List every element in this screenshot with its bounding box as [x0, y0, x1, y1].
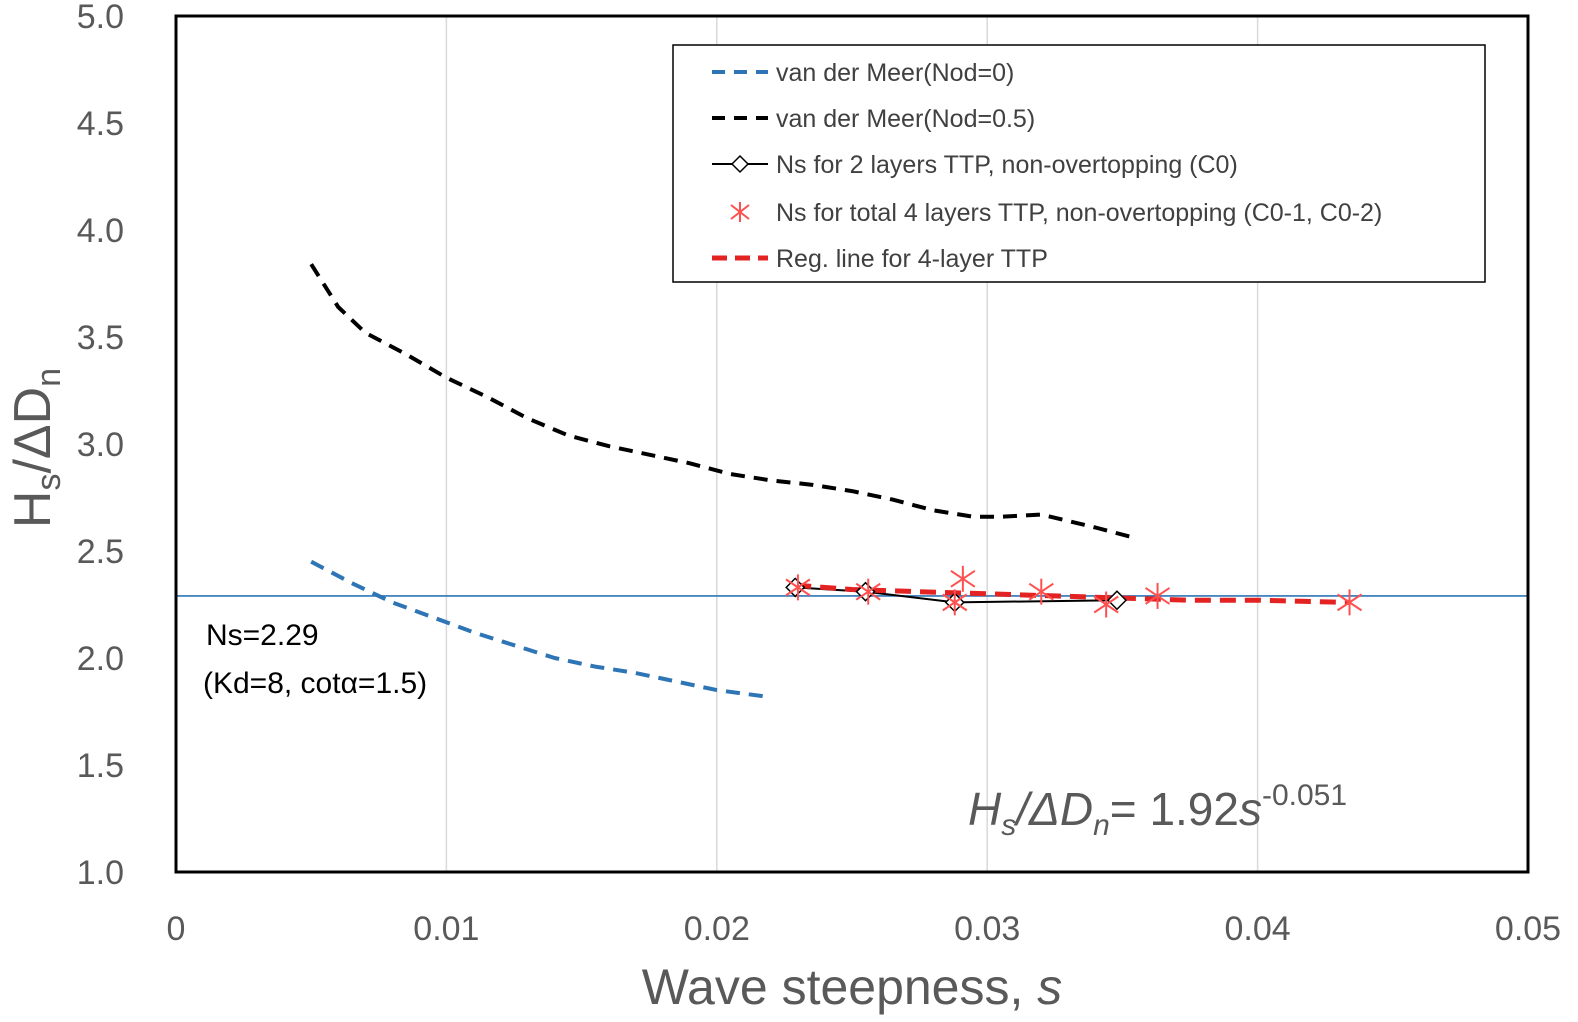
series-layer [309, 263, 1363, 699]
legend-box [672, 44, 1486, 283]
legend-label-4layer: Ns for total 4 layers TTP, non-overtoppi… [776, 199, 1382, 227]
x-axis-label-prefix: Wave steepness, [642, 959, 1038, 1015]
y-tick-label: 1.5 [77, 747, 124, 785]
y-axis-label-mid: /ΔD [4, 387, 62, 474]
y-tick-label: 5.0 [77, 0, 124, 36]
y-tick-label: 2.5 [77, 533, 124, 571]
series-van-der-meer-nod05 [309, 263, 1137, 541]
regression-equation: Hs/ΔDn= 1.92s-0.051 [968, 779, 1347, 842]
x-axis-label: Wave steepness, s [642, 959, 1063, 1015]
data-point-4-layer [1028, 578, 1054, 605]
data-point-2-layer [1106, 590, 1128, 611]
legend-label-2layer: Ns for 2 layers TTP, non-overtopping (C0… [776, 151, 1238, 179]
eq-var: s [1239, 783, 1262, 835]
y-axis-label-h: H [4, 491, 62, 529]
annotation-ns-value: Ns=2.29 [206, 619, 319, 652]
legend-label-reg-line: Reg. line for 4-layer TTP [776, 245, 1048, 273]
data-point-4-layer [785, 574, 811, 601]
annotation-kd-cot: (Kd=8, cotα=1.5) [203, 667, 427, 700]
x-axis-ticks: 0 0.01 0.02 0.03 0.04 0.05 [167, 910, 1562, 948]
eq-exp: -0.051 [1262, 779, 1347, 812]
y-axis-label-sub: s [30, 474, 68, 491]
x-tick-label: 0.01 [413, 910, 479, 948]
x-tick-label: 0.04 [1225, 910, 1291, 948]
y-tick-label: 1.0 [77, 854, 124, 892]
series-van-der-meer-nod0 [310, 559, 766, 699]
x-tick-label: 0 [167, 910, 186, 948]
y-axis-label: Hs/ΔDn [4, 368, 68, 528]
data-point-4-layer [942, 589, 968, 616]
eq-s-sub: s [1001, 809, 1016, 842]
eq-mid: /ΔD [1013, 783, 1093, 835]
y-tick-label: 4.0 [77, 212, 124, 250]
legend-marker-asterisk-icon [730, 202, 750, 222]
data-point-4-layer [855, 578, 881, 605]
y-tick-label: 4.5 [77, 105, 124, 143]
series-reg-line-4-layer [795, 582, 1350, 605]
plot-area-frame [174, 14, 1530, 874]
eq-n-sub: n [1093, 809, 1110, 842]
legend-label-vdm-nod0: van der Meer(Nod=0) [776, 59, 1014, 87]
y-tick-label: 3.5 [77, 319, 124, 357]
data-point-4-layer [1336, 589, 1363, 616]
x-tick-label: 0.02 [684, 910, 750, 948]
x-tick-label: 0.05 [1495, 910, 1561, 948]
data-point-4-layer [1093, 591, 1119, 618]
y-axis-label-sub2: n [30, 368, 68, 387]
eq-h: H [968, 783, 1002, 835]
legend-label-vdm-nod05: van der Meer(Nod=0.5) [776, 105, 1035, 133]
eq-rhs: = 1.92 [1110, 783, 1239, 835]
data-point-4-layer [1144, 582, 1171, 609]
x-tick-label: 0.03 [954, 910, 1020, 948]
y-tick-label: 3.0 [77, 426, 124, 464]
legend: van der Meer(Nod=0) van der Meer(Nod=0.5… [672, 44, 1486, 283]
y-tick-label: 2.0 [77, 640, 124, 678]
data-point-4-layer [950, 565, 976, 592]
x-axis-label-var: s [1037, 959, 1062, 1015]
y-axis-ticks: 1.0 1.5 2.0 2.5 3.0 3.5 4.0 4.5 5.0 [77, 0, 124, 892]
legend-marker-diamond-icon [730, 154, 750, 174]
